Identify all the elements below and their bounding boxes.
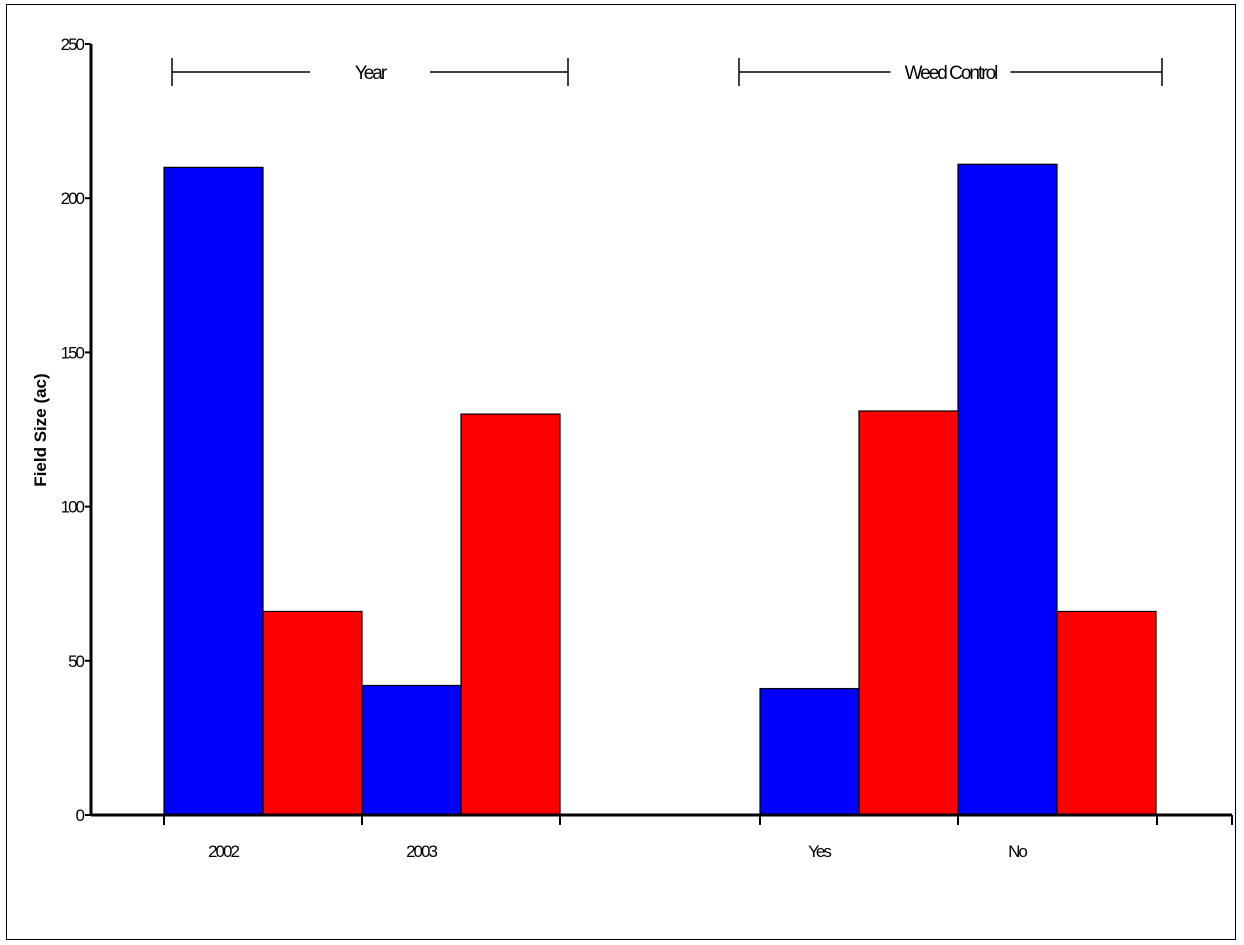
x-tick-label: 2003 xyxy=(406,842,437,861)
y-tick-label: 200 xyxy=(61,189,85,208)
x-ticks-layer: 2002 2003 Yes No xyxy=(163,815,1233,861)
group-brackets-layer: Year Weed Control xyxy=(171,58,1163,86)
group-label: Year xyxy=(355,63,388,84)
y-tick-label: 150 xyxy=(61,343,85,362)
x-tick-label: Yes xyxy=(808,842,831,861)
bar xyxy=(163,166,264,816)
y-ticks-layer: 0 50 100 150 200 250 xyxy=(61,35,91,825)
bars-layer xyxy=(163,163,1157,816)
bar xyxy=(957,163,1058,816)
bar xyxy=(858,410,959,816)
x-tick-label: 2002 xyxy=(208,842,239,861)
y-tick-label: 100 xyxy=(61,498,85,517)
bar xyxy=(262,610,363,816)
chart-frame xyxy=(6,4,1236,940)
y-tick-label: 250 xyxy=(61,35,85,54)
bar xyxy=(759,687,860,816)
y-tick-label: 0 xyxy=(76,806,85,825)
group-label: Weed Control xyxy=(905,63,998,84)
axes-layer xyxy=(89,44,1232,817)
y-axis-title: Field Size (ac) xyxy=(31,373,50,486)
y-tick-label: 50 xyxy=(68,652,84,671)
x-tick-label: No xyxy=(1008,842,1027,861)
bar xyxy=(1056,610,1157,816)
bar xyxy=(460,413,561,816)
bar xyxy=(361,684,462,816)
